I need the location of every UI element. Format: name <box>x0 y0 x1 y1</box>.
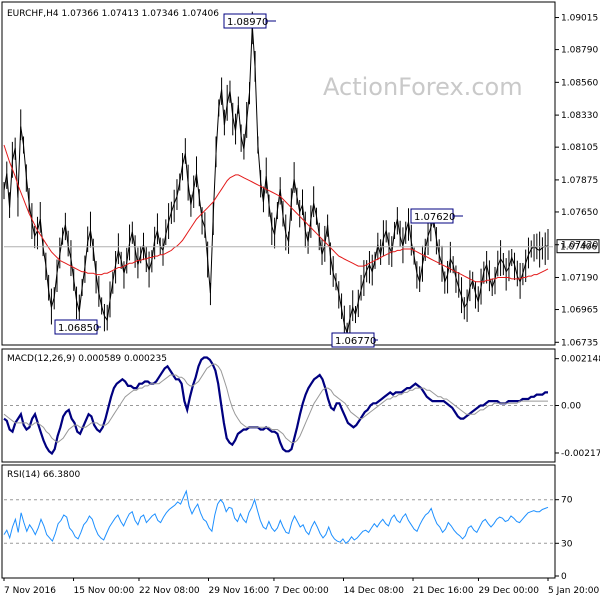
x-tick-label: 5 Jan 20:00 <box>548 586 600 596</box>
macd-ytick-label: 0.002148 <box>561 355 600 365</box>
price-series-price <box>3 25 548 335</box>
annotation-label: 1.06850 <box>58 323 99 334</box>
watermark: ActionForex.com <box>323 73 523 101</box>
x-tick-label: 21 Dec 16:00 <box>413 586 474 596</box>
x-tick-label: 14 Dec 08:00 <box>343 586 404 596</box>
x-tick-label: 7 Nov 2016 <box>4 586 56 596</box>
price-ytick-label: 1.08330 <box>561 111 598 121</box>
macd-panel-title: MACD(12,26,9) 0.000589 0.000235 <box>7 354 167 364</box>
price-ytick-label: 1.07420 <box>561 241 598 251</box>
macd-ytick-label: 0.00 <box>561 402 581 412</box>
x-tick-label: 7 Dec 00:00 <box>274 586 329 596</box>
rsi-panel-title: RSI(14) 66.3800 <box>7 470 80 480</box>
price-ytick-label: 1.06965 <box>561 306 598 316</box>
price-ytick-label: 1.08560 <box>561 78 598 88</box>
rsi-ytick-label: 30 <box>561 539 573 549</box>
macd-series-macd <box>3 356 548 456</box>
annotation-label: 1.08970 <box>227 17 268 28</box>
price-panel-frame <box>1 1 556 346</box>
price-ytick-label: 1.06735 <box>561 338 598 348</box>
price-ytick-label: 1.09015 <box>561 14 598 24</box>
annotation-label: 1.06770 <box>335 336 376 347</box>
price-ytick-label: 1.07650 <box>561 208 598 218</box>
price-panel-title: EURCHF,H4 1.07366 1.07413 1.07346 1.0740… <box>7 9 219 19</box>
price-ytick-label: 1.07190 <box>561 273 598 283</box>
rsi-panel-frame <box>1 464 556 579</box>
x-tick-label: 15 Nov 00:00 <box>74 586 135 596</box>
macd-ytick-label: -0.002178 <box>561 449 600 459</box>
x-tick-label: 22 Nov 08:00 <box>139 586 200 596</box>
rsi-ytick-label: 70 <box>561 496 573 506</box>
price-ytick-label: 1.07875 <box>561 176 598 186</box>
price-ytick-label: 1.08105 <box>561 143 598 153</box>
price-ytick-label: 1.08790 <box>561 46 598 56</box>
annotation-label: 1.07620 <box>414 212 455 223</box>
price-series-ma <box>3 144 549 283</box>
rsi-series-rsi <box>3 489 549 545</box>
last-price-label: 1.07406 <box>560 243 597 253</box>
x-tick-label: 29 Dec 00:00 <box>478 586 539 596</box>
macd-series-signal <box>3 363 548 444</box>
last-price-box <box>556 239 600 254</box>
rsi-ytick-label: 0 <box>561 572 567 582</box>
x-tick-label: 29 Nov 16:00 <box>209 586 270 596</box>
